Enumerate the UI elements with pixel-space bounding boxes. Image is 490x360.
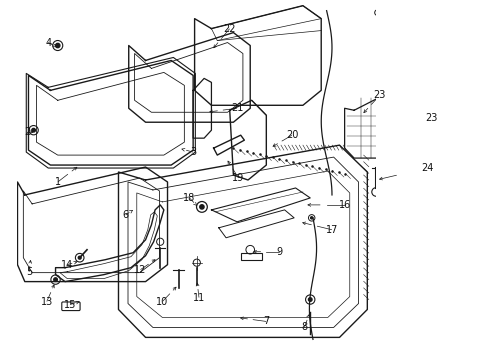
Text: 3: 3 xyxy=(190,147,196,157)
Text: 24: 24 xyxy=(421,163,434,173)
Circle shape xyxy=(55,43,60,48)
Text: 22: 22 xyxy=(223,24,236,33)
Text: 23: 23 xyxy=(425,113,437,123)
Text: 9: 9 xyxy=(276,247,283,257)
Text: 6: 6 xyxy=(123,210,129,220)
Text: 12: 12 xyxy=(134,265,147,275)
Circle shape xyxy=(311,217,313,219)
Text: 2: 2 xyxy=(24,127,31,137)
Text: 19: 19 xyxy=(232,173,245,183)
Bar xyxy=(241,252,262,260)
Text: 8: 8 xyxy=(301,323,307,332)
Text: 1: 1 xyxy=(55,177,61,187)
Text: 7: 7 xyxy=(263,316,270,327)
Text: 10: 10 xyxy=(156,297,169,306)
Text: 4: 4 xyxy=(45,37,51,48)
Text: 18: 18 xyxy=(183,193,196,203)
Text: 17: 17 xyxy=(326,225,339,235)
Text: 23: 23 xyxy=(373,90,386,100)
Text: 15: 15 xyxy=(64,300,76,310)
Circle shape xyxy=(32,129,35,132)
Text: 14: 14 xyxy=(61,260,74,270)
Text: 21: 21 xyxy=(231,103,243,113)
Text: 13: 13 xyxy=(41,297,53,306)
Text: 5: 5 xyxy=(26,267,32,276)
Circle shape xyxy=(308,298,312,301)
Text: 16: 16 xyxy=(339,200,351,210)
Circle shape xyxy=(54,278,57,282)
Circle shape xyxy=(78,256,81,259)
Text: 20: 20 xyxy=(286,130,298,140)
Text: 11: 11 xyxy=(193,293,205,302)
Circle shape xyxy=(200,205,204,209)
